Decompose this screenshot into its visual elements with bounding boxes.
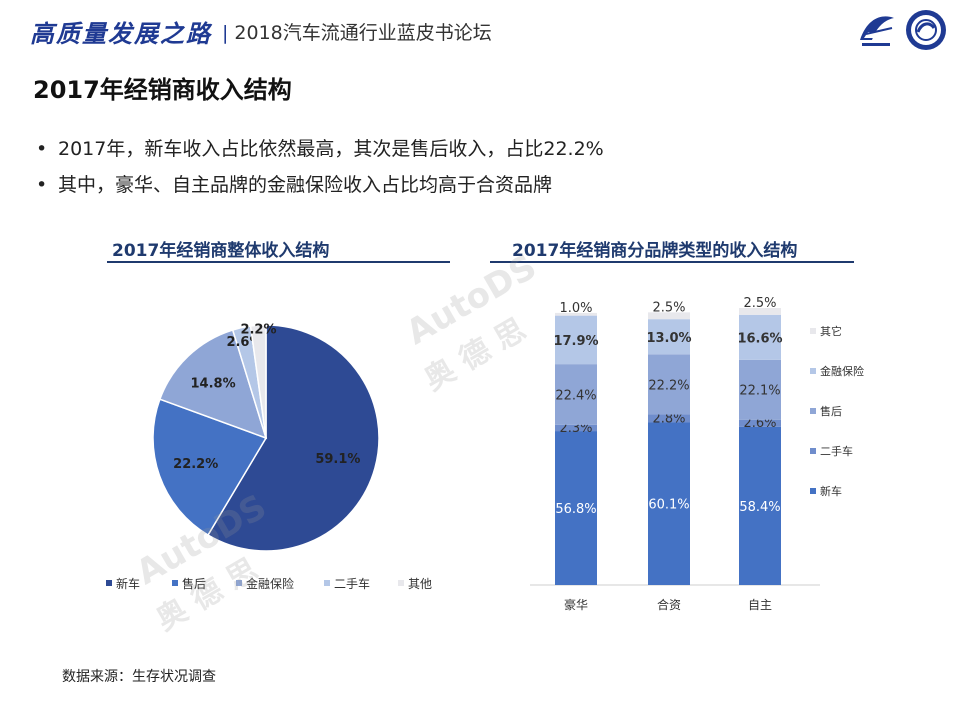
bar-segment	[739, 314, 781, 360]
association-seal-icon	[906, 10, 946, 50]
pie-data-label: 22.2%	[173, 457, 218, 472]
pie-title-rule	[107, 261, 450, 263]
bar-legend-item: 新车	[810, 484, 842, 498]
bar-data-label: 22.2%	[648, 378, 689, 393]
bar-segment	[739, 426, 781, 585]
bar-segment	[648, 414, 690, 423]
bar-data-label: 2.8%	[652, 411, 685, 426]
x-tick-label: 合资	[657, 597, 681, 612]
bar-chart-title: 2017年经销商分品牌类型的收入结构	[512, 241, 798, 261]
legend-swatch	[810, 448, 816, 454]
bar-data-label: 60.1%	[648, 498, 689, 513]
bar-data-label: 16.6%	[737, 331, 782, 346]
bar-data-label: 56.8%	[555, 502, 596, 517]
bar-data-label: 2.5%	[652, 300, 685, 315]
cada-logo-icon	[860, 16, 894, 46]
legend-swatch	[810, 328, 816, 334]
legend-label: 金融保险	[246, 576, 294, 591]
bar-data-label: 22.1%	[739, 384, 780, 399]
title-separator: |	[222, 22, 229, 44]
bullet-text: 其中，豪华、自主品牌的金融保险收入占比均高于合资品牌	[58, 174, 553, 196]
bar-data-label: 1.0%	[559, 301, 592, 316]
forum-name: 2018汽车流通行业蓝皮书论坛	[234, 22, 492, 44]
legend-swatch	[324, 580, 330, 586]
bar-segment	[555, 315, 597, 365]
legend-label: 二手车	[334, 576, 370, 591]
pie-legend-item: 售后	[172, 576, 206, 591]
forum-title: | 2018汽车流通行业蓝皮书论坛	[222, 18, 492, 45]
header: 高质量发展之路 | 2018汽车流通行业蓝皮书论坛	[0, 0, 960, 60]
legend-swatch	[398, 580, 404, 586]
bar-segment	[555, 364, 597, 425]
bar-legend-item: 售后	[810, 404, 842, 418]
bar-legend-item: 二手车	[810, 444, 853, 458]
legend-swatch	[236, 580, 242, 586]
legend-swatch	[810, 488, 816, 494]
bar-segment	[555, 312, 597, 316]
pie-slice	[152, 398, 268, 537]
bar-data-label: 22.4%	[555, 388, 596, 403]
bar-data-label: 2.5%	[743, 296, 776, 311]
bullet-char: •	[36, 138, 48, 160]
bar-data-label: 13.0%	[646, 331, 691, 346]
x-tick-label: 自主	[748, 598, 772, 612]
bar-segment	[739, 308, 781, 315]
bar-legend-item: 金融保险	[810, 364, 864, 378]
legend-label: 其它	[820, 324, 842, 338]
legend-swatch	[172, 580, 178, 586]
pie-slice	[207, 324, 380, 552]
x-tick-label: 豪华	[564, 597, 588, 612]
bar-segment	[739, 419, 781, 427]
legend-swatch	[810, 408, 816, 414]
legend-swatch	[106, 580, 112, 586]
pie-slice	[158, 329, 268, 440]
pie-legend-item: 金融保险	[236, 576, 294, 591]
legend-label: 售后	[182, 576, 206, 591]
legend-label: 金融保险	[820, 364, 864, 378]
pie-chart: 59.1%22.2%14.8%2.6%2.2%新车 售后 金融保险 二手车 其他	[106, 323, 432, 591]
legend-label: 新车	[820, 484, 842, 498]
bar-data-label: 17.9%	[553, 334, 598, 349]
pie-legend-item: 二手车	[324, 576, 370, 591]
bullet-char: •	[36, 174, 48, 196]
legend-label: 售后	[820, 404, 842, 418]
bar-segment	[739, 359, 781, 420]
pie-legend-item: 新车	[106, 576, 140, 591]
legend-swatch	[810, 368, 816, 374]
legend-label: 新车	[116, 576, 140, 591]
bar-segment	[555, 431, 597, 585]
pie-legend-item: 其他	[398, 577, 432, 591]
bar-segment	[555, 424, 597, 432]
bar-segment	[648, 312, 690, 320]
page-title: 2017年经销商收入结构	[33, 76, 292, 104]
bar-data-label: 2.6%	[743, 416, 776, 431]
brand-title: 高质量发展之路	[30, 19, 212, 48]
legend-label: 二手车	[820, 444, 853, 458]
bar-segment	[648, 319, 690, 355]
bar-data-label: 58.4%	[739, 500, 780, 515]
bullet-item: • 2017年，新车收入占比依然最高，其次是售后收入，占比22.2%	[36, 135, 604, 171]
bar-segment	[648, 354, 690, 415]
data-source: 数据来源：生存状况调查	[62, 669, 216, 685]
stacked-bar-chart: 56.8%2.3%22.4%17.9%1.0%豪华60.1%2.8%22.2%1…	[530, 296, 864, 612]
bar-title-rule	[490, 261, 854, 263]
bar-segment	[648, 422, 690, 585]
pie-data-label: 59.1%	[315, 452, 360, 467]
pie-data-label: 2.2%	[240, 323, 276, 338]
legend-label: 其他	[408, 577, 432, 591]
bullet-item: • 其中，豪华、自主品牌的金融保险收入占比均高于合资品牌	[36, 171, 604, 207]
bullet-text: 2017年，新车收入占比依然最高，其次是售后收入，占比22.2%	[58, 138, 604, 160]
pie-chart-title: 2017年经销商整体收入结构	[112, 241, 330, 261]
bar-legend-item: 其它	[810, 324, 842, 338]
bullet-list: • 2017年，新车收入占比依然最高，其次是售后收入，占比22.2% • 其中，豪华…	[36, 135, 604, 207]
pie-data-label: 14.8%	[191, 376, 236, 391]
pie-slice	[249, 324, 267, 439]
